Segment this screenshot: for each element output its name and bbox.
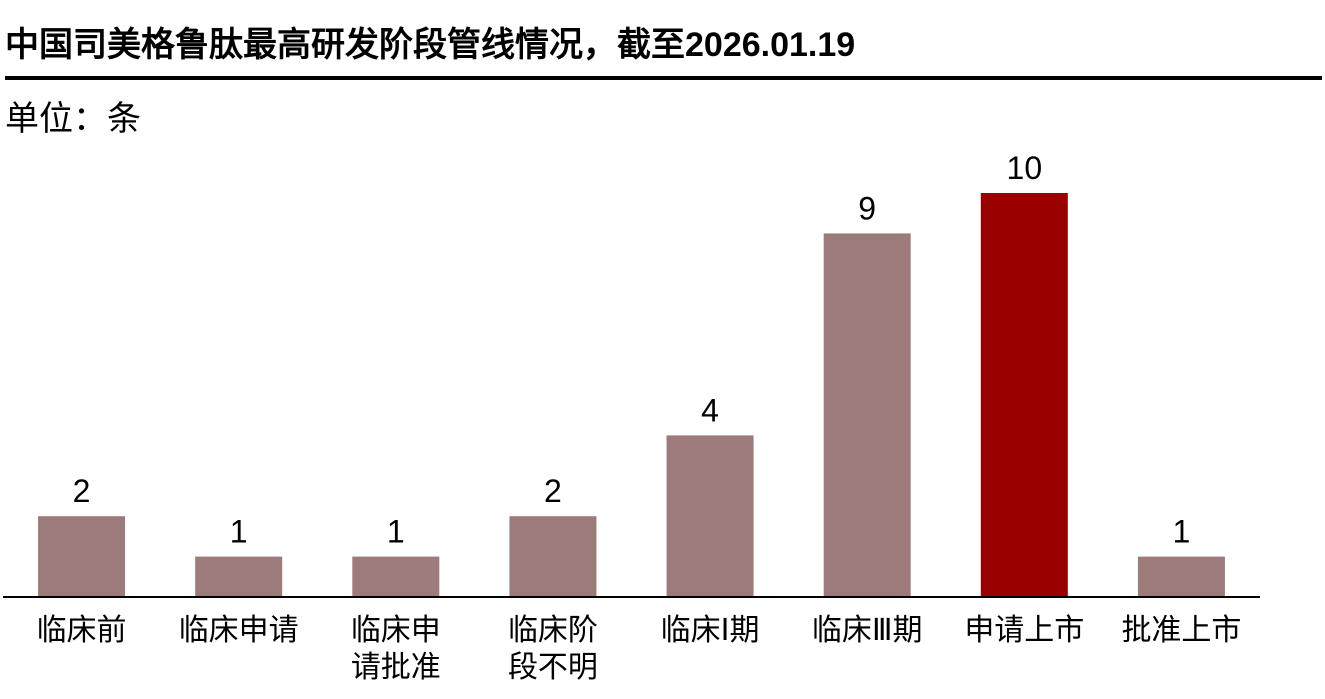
bar <box>352 556 440 597</box>
bar <box>38 516 126 597</box>
bar <box>823 233 911 597</box>
value-label: 2 <box>73 473 91 509</box>
x-tick-label: 临床申请 <box>179 614 299 647</box>
bar <box>509 516 597 597</box>
x-tick-label: 临床Ⅰ期 <box>661 614 760 647</box>
bar <box>1137 556 1225 597</box>
x-tick-label: 临床阶段不明 <box>508 614 598 684</box>
value-label: 2 <box>544 473 562 509</box>
value-label: 10 <box>1007 150 1043 186</box>
x-tick-label: 临床Ⅲ期 <box>812 614 923 647</box>
value-label: 1 <box>1173 514 1191 550</box>
x-tick-label: 申请上市 <box>964 614 1084 647</box>
chart-title: 中国司美格鲁肽最高研发阶段管线情况，截至2026.01.19 <box>5 25 855 64</box>
bar <box>195 556 283 597</box>
value-label: 4 <box>701 392 719 428</box>
unit-label: 单位：条 <box>5 100 141 138</box>
value-label: 1 <box>230 514 248 550</box>
bar <box>666 435 754 597</box>
title-rule <box>5 76 1322 80</box>
x-tick-label: 临床申请批准 <box>351 614 441 684</box>
bar <box>980 193 1068 597</box>
x-tick-label: 批准上市 <box>1121 614 1241 647</box>
x-tick-label: 临床前 <box>37 614 127 647</box>
value-label: 9 <box>858 190 876 226</box>
value-label: 1 <box>387 514 405 550</box>
